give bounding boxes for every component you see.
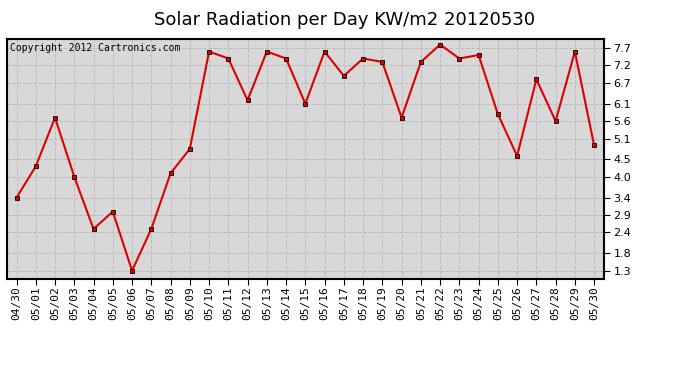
Text: Copyright 2012 Cartronics.com: Copyright 2012 Cartronics.com — [10, 43, 180, 53]
Text: Solar Radiation per Day KW/m2 20120530: Solar Radiation per Day KW/m2 20120530 — [155, 11, 535, 29]
